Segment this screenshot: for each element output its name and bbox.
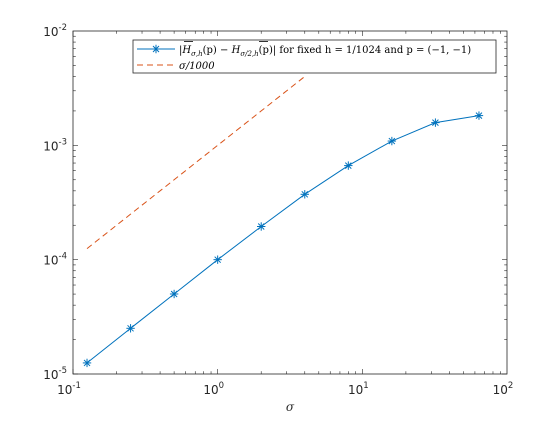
legend-h-symbol-2: H <box>231 45 241 56</box>
x-tick-label-3: 101 <box>348 381 369 397</box>
legend-close: (p)| for fixed h = 1/1024 and p = (−1, −… <box>259 45 472 56</box>
legend-abs-open: | <box>179 45 182 56</box>
legend: |Hσ,h(p) − Hσ/2,h(p)| for fixed h = 1/10… <box>132 39 497 74</box>
legend-subscript-2: σ/2,h <box>240 50 258 58</box>
x-tick-base: 10 <box>493 383 508 397</box>
legend-label-1: |Hσ,h(p) − Hσ/2,h(p)| for fixed h = 1/10… <box>179 45 471 58</box>
y-tick-base: 10 <box>43 368 58 382</box>
x-tick-exponent: 1 <box>363 381 368 391</box>
data-point-1-5 <box>257 222 266 231</box>
series-line-2 <box>86 76 306 249</box>
y-tick-exponent: -4 <box>59 252 67 262</box>
legend-label-2: σ/1000 <box>179 61 215 72</box>
y-tick-label-4: 10-2 <box>43 23 67 39</box>
x-tick-exponent: 0 <box>219 381 224 391</box>
data-point-1-10 <box>474 111 484 120</box>
x-tick-label-4: 102 <box>493 381 514 397</box>
legend-asterisk <box>151 44 161 54</box>
x-tick-label-2: 100 <box>203 381 224 397</box>
data-point-1-8-d2 <box>388 137 396 145</box>
x-tick-base: 10 <box>57 383 72 397</box>
series-layer <box>82 76 484 368</box>
data-point-1-6 <box>300 190 309 199</box>
data-point-1-2 <box>126 324 135 333</box>
y-tick-exponent: -5 <box>59 366 67 376</box>
y-tick-label-2: 10-4 <box>43 252 67 268</box>
y-tick-label-3: 10-3 <box>43 137 67 153</box>
x-tick-exponent: 2 <box>508 381 513 391</box>
x-tick-exponent: -1 <box>72 381 80 391</box>
data-point-1-6-d2 <box>301 190 309 198</box>
legend-middle: (p) − <box>203 45 232 56</box>
data-point-1-1 <box>82 358 92 368</box>
series-line-1 <box>86 115 480 364</box>
y-tick-exponent: -2 <box>59 23 67 33</box>
y-tick-exponent: -3 <box>59 137 67 147</box>
y-tick-base: 10 <box>43 139 58 153</box>
x-tick-base: 10 <box>348 383 363 397</box>
legend-box <box>132 39 497 74</box>
data-point-1-5-d2 <box>257 223 265 230</box>
data-point-1-3 <box>169 289 179 299</box>
data-point-1-7-d2 <box>344 162 352 169</box>
y-tick-label-1: 10-5 <box>43 366 67 382</box>
data-point-1-10-d2 <box>475 112 483 119</box>
legend-h-symbol: H <box>181 45 191 56</box>
data-point-1-9-d2 <box>432 119 439 126</box>
data-point-1-9 <box>431 118 440 127</box>
x-tick-base: 10 <box>203 383 218 397</box>
x-axis-label: σ <box>286 400 295 414</box>
data-point-1-2-d2 <box>127 324 134 332</box>
data-point-1-3-d2 <box>170 290 178 298</box>
data-point-1-4 <box>213 255 222 264</box>
data-point-1-1-d2 <box>83 359 91 367</box>
data-point-1-7 <box>344 161 353 170</box>
axes-box <box>72 30 508 375</box>
legend-asterisk-d2 <box>152 45 160 53</box>
y-tick-base: 10 <box>43 25 58 39</box>
data-point-1-8 <box>387 136 397 146</box>
legend-subscript-1: σ,h <box>191 50 203 58</box>
axes-layer <box>72 30 508 375</box>
y-tick-base: 10 <box>43 254 58 268</box>
data-point-1-4-d2 <box>214 256 222 264</box>
legend-marker-1 <box>151 44 161 54</box>
x-tick-label-1: 10-1 <box>57 381 81 397</box>
